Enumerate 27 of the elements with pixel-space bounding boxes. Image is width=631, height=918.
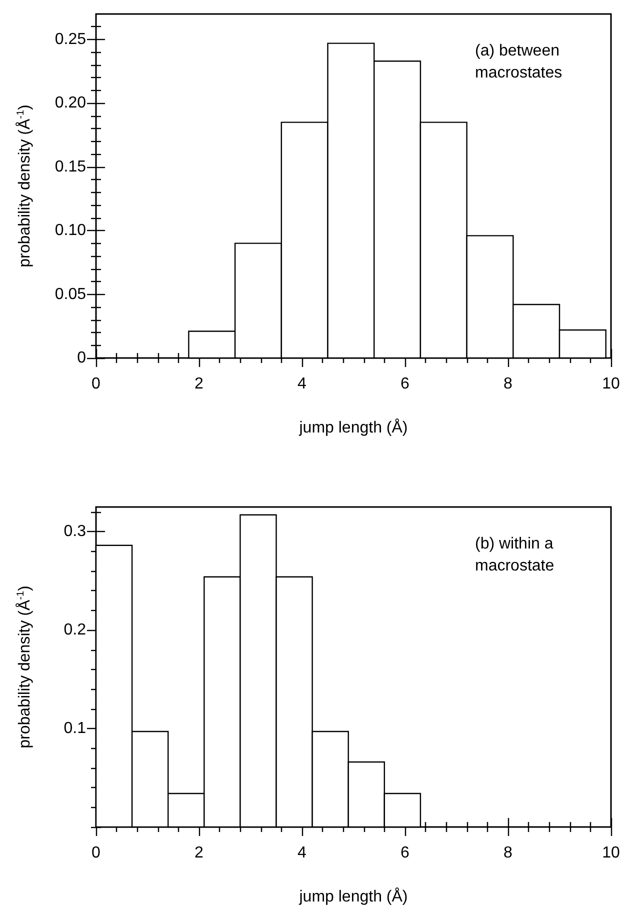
x-tick-label: 4 (298, 376, 307, 392)
x-tick-label: 10 (602, 376, 620, 392)
x-tick-label: 8 (504, 844, 513, 862)
x-tick-label: 0 (92, 844, 101, 862)
x-tick-label: 6 (400, 844, 410, 862)
x-tick-label: 4 (298, 844, 307, 862)
annotation: (b) within a macrostate (475, 536, 558, 574)
x-tick-label: 2 (194, 376, 204, 392)
y-tick-label: 0.05 (54, 286, 86, 303)
x-tick-label: 10 (602, 844, 620, 862)
x-tick-label: 8 (504, 376, 513, 392)
y-axis-title: probability density (Å-1) (16, 586, 34, 748)
x-tick-label: 6 (400, 376, 410, 392)
y-axis-title: probability density (Å-1) (16, 104, 34, 268)
y-tick-label: 0.20 (54, 94, 86, 112)
x-axis-title: jump length (Å) (298, 418, 408, 436)
y-tick-label: 0.2 (64, 622, 86, 639)
annotation: (a) between macrostates (475, 42, 564, 82)
y-tick-label: 0.15 (54, 158, 86, 176)
x-axis-title: jump length (Å) (298, 888, 408, 906)
x-tick-label: 0 (92, 376, 101, 392)
y-tick-label: 0.10 (54, 222, 86, 240)
y-tick-label: 0.3 (64, 523, 86, 540)
y-tick-label: 0 (77, 350, 86, 366)
x-tick-label: 2 (194, 844, 204, 862)
y-tick-label: 0.1 (64, 720, 86, 738)
y-tick-label: 0.25 (54, 30, 86, 48)
